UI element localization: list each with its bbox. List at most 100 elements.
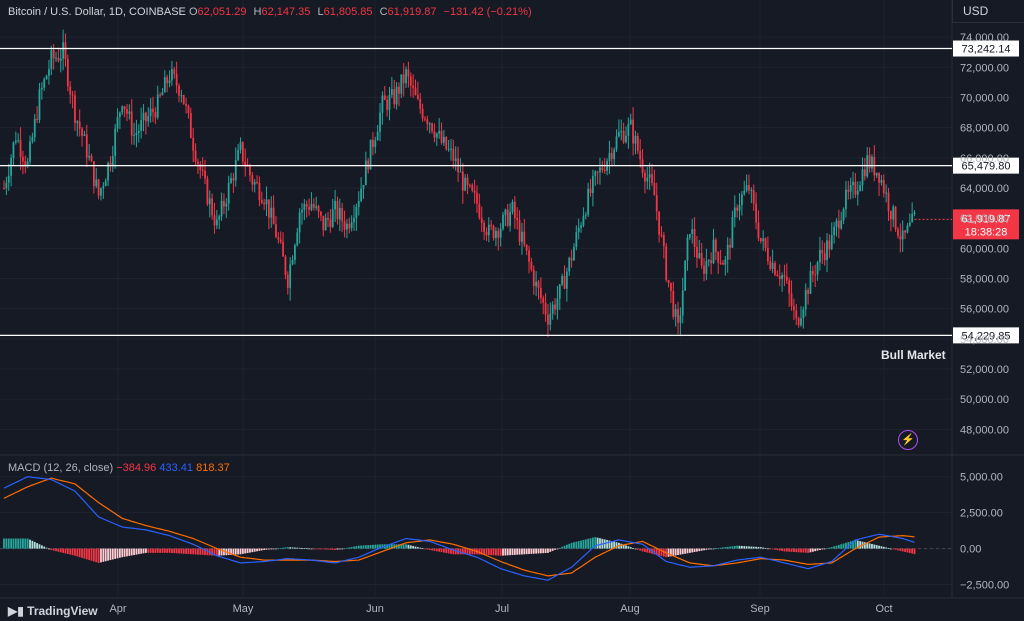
macd-hist-bar bbox=[230, 548, 232, 555]
candle-body bbox=[554, 304, 556, 310]
candle-body bbox=[670, 282, 672, 291]
currency-selector[interactable]: USD bbox=[952, 0, 1024, 23]
macd-hist-bar bbox=[506, 548, 509, 556]
macd-hist-bar bbox=[563, 545, 566, 549]
macd-hist-bar bbox=[215, 548, 218, 556]
candle-body bbox=[407, 69, 410, 77]
macd-hist-bar bbox=[442, 548, 445, 553]
macd-hist-bar bbox=[565, 544, 568, 549]
macd-hist-bar bbox=[237, 548, 240, 555]
candle-body bbox=[128, 111, 131, 114]
candle-body bbox=[837, 220, 840, 229]
price-tick-label: 70,000.00 bbox=[960, 92, 1009, 104]
candle-body bbox=[109, 162, 112, 167]
candle-body bbox=[24, 161, 27, 166]
level-label: 65,479.80 bbox=[962, 161, 1011, 173]
macd-hist-bar bbox=[26, 538, 29, 549]
macd-hist-bar bbox=[807, 548, 809, 553]
time-tick-label: Oct bbox=[875, 603, 892, 615]
candle-body bbox=[450, 148, 452, 150]
candle-body bbox=[435, 133, 438, 138]
macd-hist-bar bbox=[189, 548, 192, 555]
candle-body bbox=[357, 201, 360, 207]
candle-body bbox=[849, 185, 852, 192]
lightning-icon[interactable]: ⚡ bbox=[898, 430, 918, 450]
candle-body bbox=[899, 236, 902, 240]
candle-body bbox=[577, 227, 580, 233]
candle-body bbox=[194, 150, 197, 162]
macd-hist-bar bbox=[748, 546, 750, 549]
macd-hist-bar bbox=[284, 547, 287, 549]
macd-hist-bar bbox=[180, 548, 183, 554]
candle-body bbox=[428, 123, 431, 125]
candle-body bbox=[573, 247, 575, 261]
macd-title[interactable]: MACD (12, 26, close) bbox=[8, 462, 114, 474]
candle-body bbox=[913, 212, 916, 214]
macd-hist-bar bbox=[407, 544, 410, 549]
candle-body bbox=[880, 180, 883, 183]
candle-body bbox=[485, 231, 488, 236]
candle-body bbox=[353, 218, 355, 223]
macd-hist-bar bbox=[762, 547, 765, 549]
macd-hist-bar bbox=[33, 541, 36, 549]
tradingview-logo[interactable]: ▶▮ TradingView bbox=[8, 604, 98, 618]
macd-hist-bar bbox=[350, 546, 353, 549]
candle-body bbox=[840, 220, 843, 229]
candle-body bbox=[800, 318, 802, 326]
candle-body bbox=[17, 139, 20, 141]
macd-hist-bar bbox=[147, 548, 150, 553]
macd-hist-bar bbox=[878, 545, 880, 549]
candle-body bbox=[743, 190, 746, 195]
macd-hist-bar bbox=[296, 547, 299, 549]
macd-hist-bar bbox=[90, 548, 93, 561]
macd-hist-bar bbox=[591, 537, 594, 549]
candle-body bbox=[92, 161, 95, 187]
macd-hist-bar bbox=[341, 548, 344, 550]
candle-body bbox=[118, 112, 121, 117]
symbol-title[interactable]: Bitcoin / U.S. Dollar, 1D, COINBASE bbox=[8, 6, 186, 18]
level-label: 54,229.85 bbox=[962, 330, 1011, 342]
candle-body bbox=[364, 160, 367, 186]
macd-hist-bar bbox=[232, 548, 235, 555]
macd-hist-bar bbox=[211, 548, 214, 556]
candle-body bbox=[431, 123, 433, 132]
macd-hist-bar bbox=[627, 546, 630, 549]
candle-body bbox=[438, 130, 441, 134]
macd-hist-bar bbox=[364, 545, 367, 549]
candle-body bbox=[440, 130, 443, 143]
candle-body bbox=[327, 217, 329, 220]
candle-body bbox=[241, 142, 244, 162]
macd-hist-bar bbox=[788, 548, 791, 552]
macd-tick-label: 2,500.00 bbox=[960, 508, 1003, 520]
candle-body bbox=[629, 119, 632, 125]
candle-body bbox=[887, 192, 890, 212]
macd-hist-bar bbox=[461, 548, 464, 555]
candle-body bbox=[362, 185, 365, 189]
macd-hist-value: −384.96 bbox=[116, 462, 157, 474]
macd-hist-bar bbox=[743, 546, 746, 549]
macd-hist-bar bbox=[662, 548, 665, 557]
candle-body bbox=[539, 288, 542, 298]
macd-hist-bar bbox=[140, 548, 143, 554]
candle-body bbox=[807, 290, 809, 294]
candle-body bbox=[785, 276, 788, 281]
macd-hist-bar bbox=[497, 548, 500, 556]
macd-hist-bar bbox=[435, 548, 438, 552]
candle-body bbox=[504, 209, 507, 215]
candle-body bbox=[658, 211, 661, 235]
candle-body bbox=[821, 250, 824, 254]
macd-hist-bar bbox=[483, 548, 485, 555]
candle-body bbox=[400, 74, 403, 94]
macd-hist-bar bbox=[856, 540, 859, 549]
macd-hist-bar bbox=[681, 548, 684, 555]
candle-body bbox=[544, 302, 547, 315]
macd-hist-bar bbox=[154, 548, 157, 553]
macd-hist-bar bbox=[584, 539, 587, 549]
macd-hist-bar bbox=[29, 539, 31, 549]
candle-body bbox=[466, 177, 469, 185]
macd-hist-bar bbox=[31, 540, 34, 549]
candle-body bbox=[875, 172, 878, 176]
candle-body bbox=[315, 206, 318, 208]
candle-body bbox=[636, 135, 639, 152]
